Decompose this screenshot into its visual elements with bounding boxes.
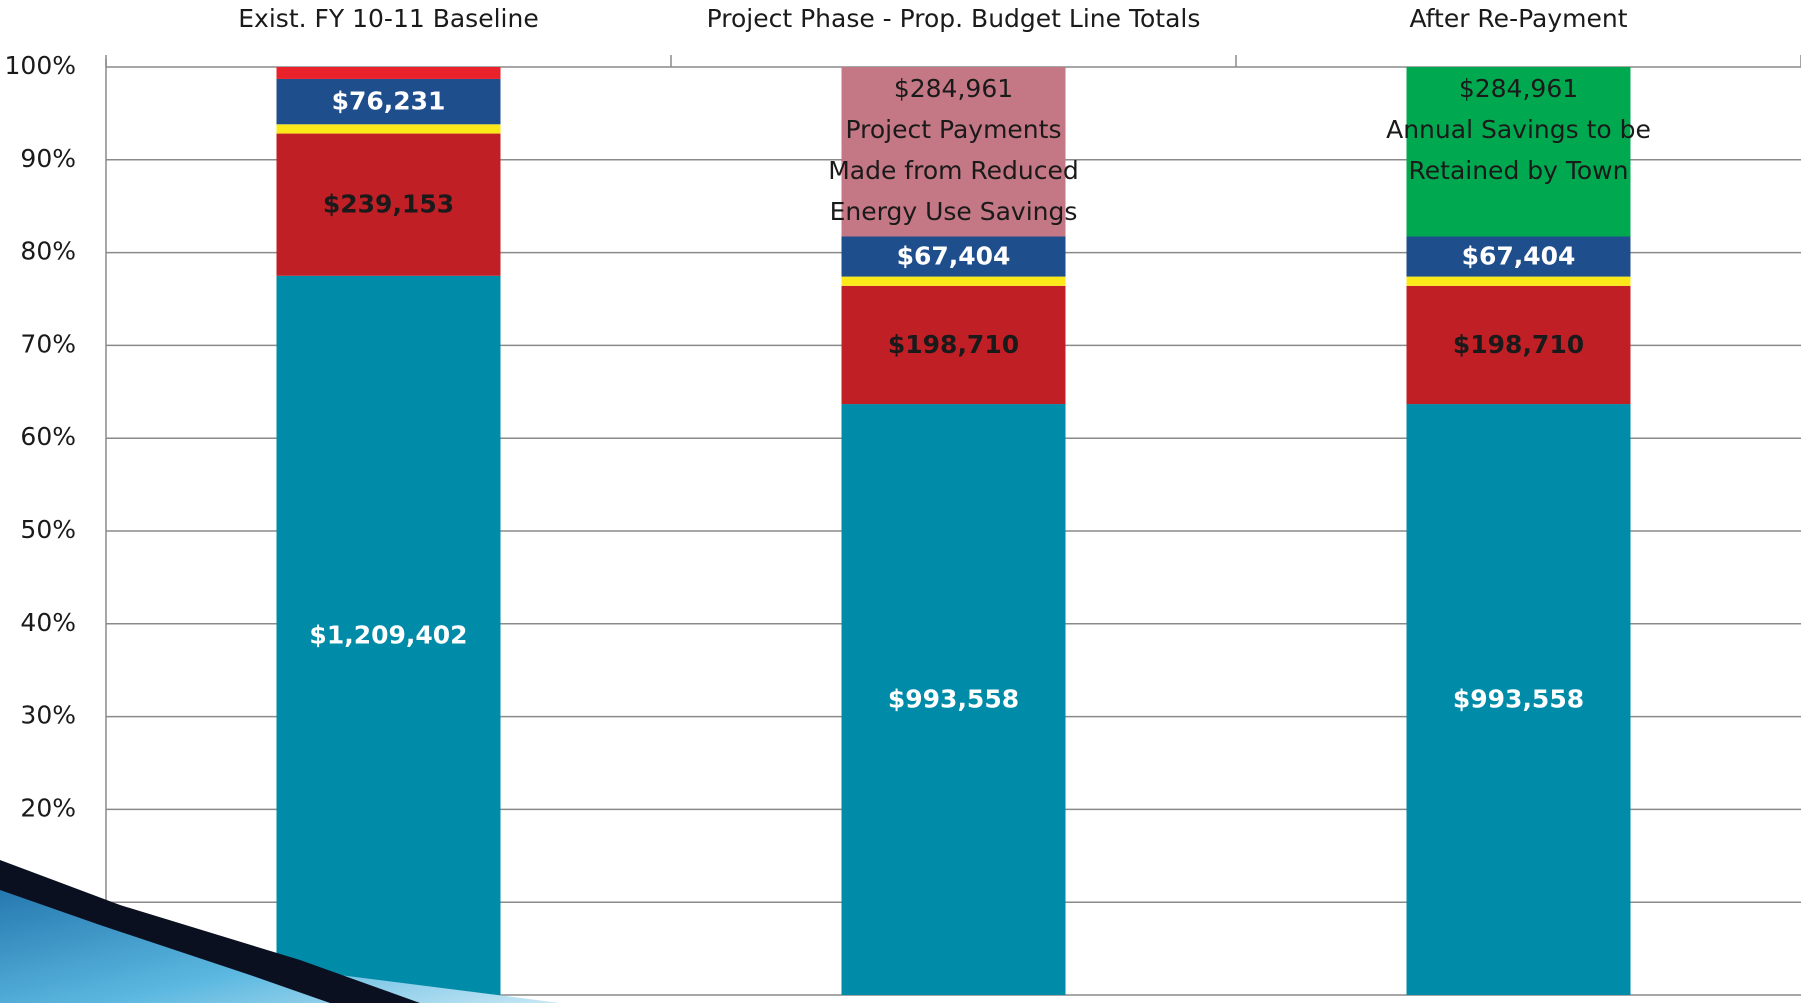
bar-segment: [841, 285, 1066, 405]
y-tick-label: 60%: [20, 422, 76, 451]
y-tick-label: 80%: [20, 237, 76, 266]
value-label: $284,961: [894, 74, 1013, 103]
value-label: $993,558: [888, 685, 1019, 714]
annotation: Project Payments: [846, 115, 1062, 144]
bar-segment: [841, 67, 1066, 237]
plot-area: 0%10%20%30%40%50%60%70%80%90%100%Exist. …: [5, 4, 1801, 1003]
y-tick-label: 70%: [20, 329, 76, 358]
y-tick-label: 40%: [20, 608, 76, 637]
y-tick-label: 90%: [20, 144, 76, 173]
bar-segment: [841, 276, 1066, 286]
y-tick-label: 30%: [20, 701, 76, 730]
y-tick-label: 20%: [20, 793, 76, 822]
value-label: $1,209,402: [309, 620, 467, 649]
value-label: $198,710: [1453, 330, 1584, 359]
bar-segment: [276, 124, 501, 134]
x-tick-label: Exist. FY 10-11 Baseline: [238, 4, 538, 33]
value-label: $993,558: [1453, 685, 1584, 714]
bar-segment: [1406, 236, 1631, 277]
bar-segment: [1406, 285, 1631, 405]
bar-segment: [1406, 67, 1631, 237]
bar-segment: [1406, 276, 1631, 286]
bar-segment: [841, 404, 1066, 995]
swoosh-light: [0, 870, 560, 1003]
value-label: $198,710: [888, 330, 1019, 359]
value-label: $67,404: [1462, 242, 1576, 271]
bar-segment: [1406, 404, 1631, 995]
x-tick-label: Project Phase - Prop. Budget Line Totals: [707, 4, 1201, 33]
value-label: $76,231: [332, 87, 446, 116]
y-tick-label: 100%: [5, 51, 76, 80]
annotation: Energy Use Savings: [830, 197, 1078, 226]
value-label: $239,153: [323, 190, 454, 219]
bar-segment: [276, 133, 501, 276]
swoosh-dark: [0, 860, 420, 1003]
value-label: $67,404: [897, 242, 1011, 271]
value-label: $284,961: [1459, 74, 1578, 103]
decoration: [0, 860, 560, 1003]
y-tick-label: 50%: [20, 515, 76, 544]
bar-segment: [276, 275, 501, 995]
bar-segment: [276, 78, 501, 125]
x-tick-label: After Re-Payment: [1409, 4, 1627, 33]
bar-segment: [841, 236, 1066, 277]
annotation: Retained by Town: [1409, 156, 1629, 185]
annotation: Made from Reduced: [828, 156, 1079, 185]
bar-segment: [276, 67, 501, 79]
annotation: Annual Savings to be: [1386, 115, 1651, 144]
